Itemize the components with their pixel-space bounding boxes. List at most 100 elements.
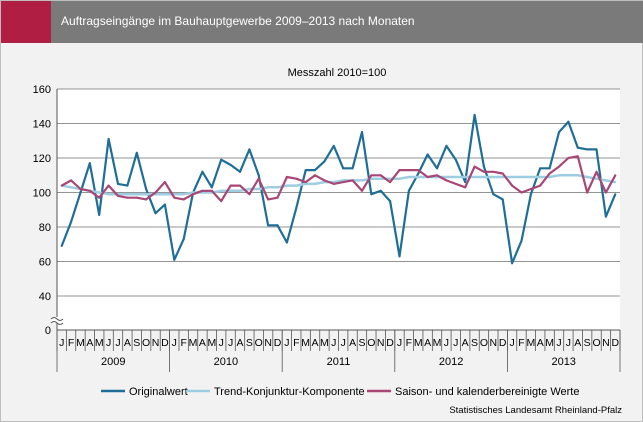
data-point xyxy=(126,184,129,187)
data-point xyxy=(135,193,138,196)
x-tick-label: N xyxy=(490,337,498,349)
data-point xyxy=(267,186,270,189)
y-tick-label: 120 xyxy=(33,153,51,165)
y-tick-label: 140 xyxy=(33,119,51,131)
data-point xyxy=(473,113,476,116)
data-point xyxy=(220,158,223,161)
data-point xyxy=(351,167,354,170)
data-point xyxy=(163,203,166,206)
data-point xyxy=(417,175,420,178)
y-tick-label: 80 xyxy=(39,222,51,234)
x-tick-label: S xyxy=(358,337,365,349)
data-point xyxy=(342,181,345,184)
x-tick-label: O xyxy=(367,337,375,349)
data-point xyxy=(426,153,429,156)
data-point xyxy=(482,170,485,173)
data-point xyxy=(473,165,476,168)
chart-subtitle: Messzahl 2010=100 xyxy=(288,67,387,79)
data-point xyxy=(248,148,251,151)
data-point xyxy=(604,191,607,194)
data-point xyxy=(548,175,551,178)
x-tick-label: A xyxy=(424,337,431,349)
x-tick-label: A xyxy=(537,337,544,349)
axis-break-mark xyxy=(50,321,64,325)
year-label: 2013 xyxy=(551,356,575,368)
data-point xyxy=(407,169,410,172)
data-point xyxy=(511,184,514,187)
data-point xyxy=(135,151,138,154)
x-tick-label: J xyxy=(556,337,561,349)
data-point xyxy=(445,175,448,178)
data-point xyxy=(192,193,195,196)
x-tick-label: J xyxy=(331,337,336,349)
data-point xyxy=(520,175,523,178)
data-point xyxy=(135,196,138,199)
source-note: Statistisches Landesamt Rheinland-Pfalz xyxy=(449,405,622,416)
data-point xyxy=(182,198,185,201)
chart-title: Auftragseingänge im Bauhauptgewerbe 2009… xyxy=(61,14,415,28)
data-point xyxy=(295,177,298,180)
y-tick-label: 60 xyxy=(39,257,51,269)
x-tick-label: J xyxy=(284,337,289,349)
x-tick-label: M xyxy=(207,337,216,349)
data-point xyxy=(548,167,551,170)
data-point xyxy=(173,193,176,196)
x-tick-label: S xyxy=(471,337,478,349)
data-point xyxy=(285,175,288,178)
data-point xyxy=(314,174,317,177)
x-tick-label: D xyxy=(386,337,394,349)
data-point xyxy=(454,182,457,185)
data-point xyxy=(529,175,532,178)
x-tick-label: S xyxy=(584,337,591,349)
x-tick-label: J xyxy=(397,337,402,349)
x-tick-label: M xyxy=(189,337,198,349)
x-tick-label: N xyxy=(377,337,385,349)
data-point xyxy=(614,181,617,184)
x-tick-label: J xyxy=(115,337,120,349)
data-point xyxy=(182,238,185,241)
data-point xyxy=(370,193,373,196)
data-point xyxy=(98,191,101,194)
data-point xyxy=(79,191,82,194)
data-point xyxy=(604,179,607,182)
data-point xyxy=(379,177,382,180)
data-point xyxy=(173,258,176,261)
x-tick-label: A xyxy=(236,337,243,349)
data-point xyxy=(492,175,495,178)
year-label: 2011 xyxy=(327,356,351,368)
data-point xyxy=(454,175,457,178)
year-label: 2012 xyxy=(439,356,463,368)
data-point xyxy=(604,215,607,218)
data-point xyxy=(539,184,542,187)
data-point xyxy=(558,165,561,168)
data-point xyxy=(492,193,495,196)
x-tick-label: A xyxy=(349,337,356,349)
x-tick-label: D xyxy=(161,337,169,349)
data-point xyxy=(389,181,392,184)
data-point xyxy=(173,196,176,199)
data-point xyxy=(257,177,260,180)
data-point xyxy=(360,179,363,182)
data-point xyxy=(276,196,279,199)
data-point xyxy=(323,179,326,182)
data-point xyxy=(107,184,110,187)
x-tick-label: M xyxy=(526,337,535,349)
x-tick-label: J xyxy=(566,337,571,349)
x-tick-label: M xyxy=(545,337,554,349)
data-point xyxy=(595,170,598,173)
data-point xyxy=(220,200,223,203)
x-tick-label: J xyxy=(453,337,458,349)
data-point xyxy=(398,255,401,258)
data-point xyxy=(614,193,617,196)
x-tick-label: A xyxy=(462,337,469,349)
data-point xyxy=(304,182,307,185)
data-point xyxy=(370,174,373,177)
data-point xyxy=(539,175,542,178)
y-tick-label: 100 xyxy=(33,188,51,200)
data-point xyxy=(154,191,157,194)
data-point xyxy=(98,196,101,199)
data-point xyxy=(558,131,561,134)
data-point xyxy=(332,144,335,147)
x-tick-label: S xyxy=(133,337,140,349)
data-point xyxy=(520,239,523,242)
